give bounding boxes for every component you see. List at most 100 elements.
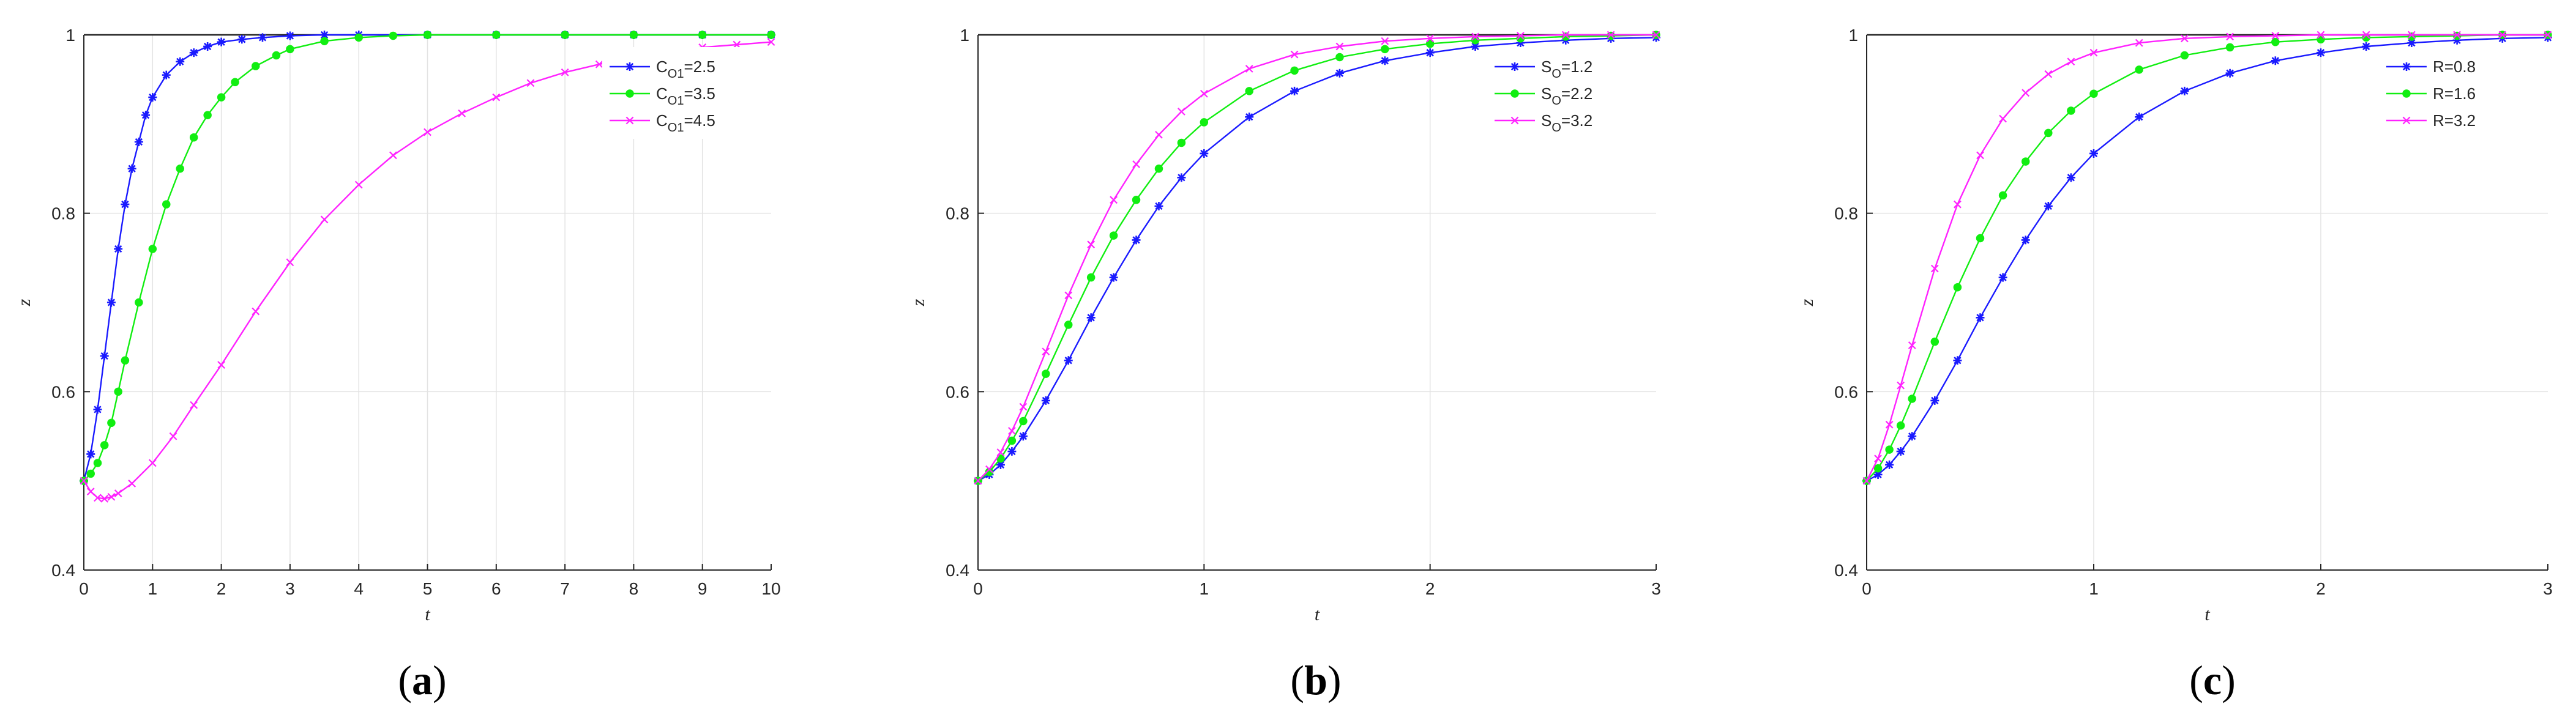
data-point [114,387,122,396]
data-point [1087,240,1096,249]
data-point [2271,56,2280,65]
legend-label: CO1=3.5 [656,84,715,108]
panel-c: 0 1 2 3 0.4 0.6 0.8 1 t z R=0.8 R=1.6 R=3.2 (c) [1797,26,2553,703]
data-point [107,493,116,501]
data-point [203,42,212,51]
data-point [1897,381,1905,390]
data-point [354,33,363,42]
data-point [1335,42,1344,51]
data-point [1042,347,1050,356]
data-point [1335,69,1344,78]
data-point [272,51,281,60]
data-point [1007,436,1017,445]
data-point [2362,33,2370,42]
data-point [1245,65,1253,73]
data-point [1008,427,1016,435]
data-point [1064,320,1073,329]
data-point [2044,128,2053,138]
legend-marker [1510,116,1519,125]
y-axis-label: z [14,298,34,306]
data-point [1200,118,1209,127]
data-point [1425,39,1435,48]
data-point [162,200,171,209]
data-point [217,37,226,46]
data-point [134,138,143,146]
data-point [1155,130,1163,139]
data-point [2089,89,2098,98]
x-tick-label: 4 [354,579,364,598]
data-point [1245,113,1254,122]
data-point [2021,157,2030,166]
legend-label: CO1=4.5 [656,111,715,135]
data-point [424,128,431,136]
data-point [148,245,157,253]
data-point [231,78,239,87]
data-point [2362,31,2370,39]
data-point [1908,432,1917,441]
data-point [2067,57,2075,66]
x-tick-label: 2 [2316,579,2326,598]
data-point [106,298,116,307]
data-point [1381,45,1389,54]
data-point [285,31,294,40]
x-tick-label: 2 [1425,579,1435,598]
panel-b: 0 1 2 3 0.4 0.6 0.8 1 t z SO=1.2 SO=2.2 SO=3.2 (b) [908,26,1661,703]
data-point [148,93,157,102]
data-point [733,40,741,49]
data-point [354,180,363,189]
data-point [1873,464,1883,473]
legend-marker [2402,116,2411,125]
data-point [1007,447,1017,456]
data-point [86,469,95,478]
data-point [1896,447,1905,456]
data-point [2408,31,2416,39]
x-tick-label: 1 [1200,579,1209,598]
data-point [1471,32,1479,41]
x-axis-label: t [2205,604,2210,624]
data-point [1109,231,1118,240]
data-point [595,60,603,69]
x-tick-label: 10 [761,579,780,598]
data-point [100,441,109,450]
y-tick-label: 1 [1848,26,1858,45]
data-point [86,487,95,496]
data-point [996,448,1005,456]
data-point [1381,37,1389,45]
data-point [2226,32,2234,41]
data-point [176,57,185,66]
x-tick-label: 1 [2089,579,2099,598]
data-point [1178,108,1185,116]
data-point [320,37,329,45]
data-point [107,418,116,428]
legend-marker [1510,62,1519,71]
data-point [100,494,109,503]
data-point [2181,34,2189,43]
data-point [1930,264,1939,273]
x-tick-label: 2 [217,579,226,598]
data-point [1885,460,1894,469]
data-point [1471,42,1480,51]
data-point [492,93,501,102]
data-point [1873,470,1883,479]
data-point [1290,86,1299,95]
data-point [1019,402,1028,411]
data-point [217,361,225,369]
data-point [492,31,501,39]
data-point [320,215,329,224]
x-tick-label: 7 [560,579,570,598]
panel-label: (b) [1290,657,1341,703]
panel-label: (c) [2189,657,2236,703]
data-point [1998,273,2007,282]
data-point [2066,173,2075,182]
data-point [2225,43,2234,52]
data-point [2317,48,2325,57]
data-point [189,48,198,57]
data-point [176,165,184,173]
data-point [1086,313,1096,322]
data-point [2089,48,2098,57]
y-tick-label: 0.6 [1834,382,1858,401]
data-point [1930,337,1939,346]
y-axis-label: z [1797,298,1817,306]
data-point [2135,113,2144,122]
x-axis-label: t [1315,604,1320,624]
